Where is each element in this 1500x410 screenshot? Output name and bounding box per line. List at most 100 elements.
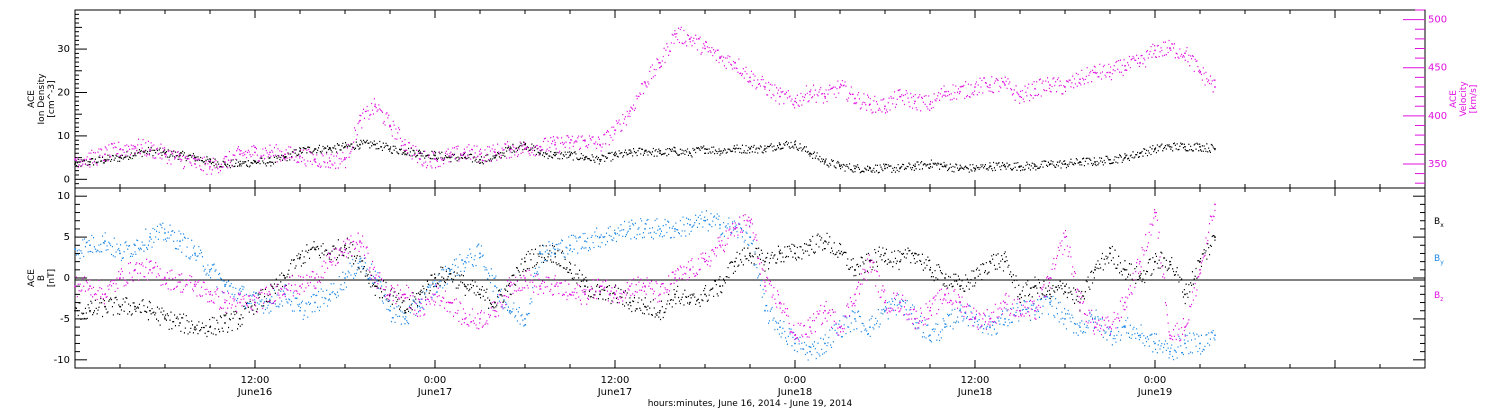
- data-point: [299, 150, 301, 152]
- data-point: [104, 240, 106, 243]
- data-point: [1019, 293, 1021, 296]
- data-point: [254, 151, 256, 154]
- data-point: [959, 301, 961, 304]
- data-point: [1079, 301, 1081, 304]
- data-point: [944, 293, 946, 296]
- data-point: [1199, 260, 1201, 263]
- data-point: [659, 62, 661, 64]
- data-point: [479, 153, 481, 156]
- data-point: [1064, 285, 1066, 288]
- data-point: [734, 228, 736, 230]
- data-point: [1139, 277, 1141, 279]
- data-point: [689, 268, 691, 271]
- data-point: [584, 139, 586, 142]
- data-point: [584, 285, 586, 288]
- data-point: [1169, 260, 1171, 263]
- data-point: [974, 318, 976, 320]
- data-point: [584, 293, 586, 296]
- velocity-tick-label: 450: [1428, 63, 1447, 74]
- data-point: [524, 143, 526, 146]
- data-point: [839, 86, 841, 88]
- data-point: [1049, 84, 1051, 86]
- data-point: [959, 309, 961, 312]
- data-point: [929, 309, 931, 312]
- data-point: [1124, 301, 1126, 304]
- data-point: [779, 301, 781, 304]
- data-point: [749, 236, 751, 238]
- legend-bz: Bz: [1434, 291, 1443, 303]
- data-point: [944, 165, 946, 168]
- data-point: [659, 293, 661, 296]
- data-point: [1214, 148, 1216, 150]
- data-point: [689, 223, 691, 226]
- data-point: [929, 334, 931, 337]
- data-point: [989, 84, 991, 86]
- data-point: [74, 158, 76, 161]
- data-point: [224, 301, 226, 304]
- data-point: [314, 248, 316, 251]
- data-point: [239, 301, 241, 304]
- data-point: [374, 277, 376, 279]
- data-point: [914, 318, 916, 320]
- data-point: [599, 143, 601, 146]
- data-point: [209, 293, 211, 296]
- data-point: [1004, 260, 1006, 263]
- data-point: [74, 248, 76, 251]
- data-point: [914, 100, 916, 103]
- data-point: [209, 165, 211, 168]
- b-tick-label: -5: [60, 314, 70, 325]
- data-point: [1109, 252, 1111, 255]
- data-point: [149, 309, 151, 312]
- data-point: [134, 268, 136, 271]
- data-point: [524, 318, 526, 320]
- data-point: [1109, 334, 1111, 337]
- data-point: [569, 293, 571, 296]
- data-point: [629, 301, 631, 304]
- data-point: [809, 152, 811, 155]
- data-point: [839, 252, 841, 255]
- data-point: [869, 167, 871, 170]
- data-point: [344, 277, 346, 279]
- series-dots: [75, 139, 1216, 174]
- data-point: [854, 97, 856, 100]
- b-label-line2: B: [37, 275, 47, 281]
- data-point: [989, 260, 991, 263]
- time-tick-label: 0:00: [1144, 375, 1166, 386]
- data-point: [854, 167, 856, 170]
- data-point: [734, 260, 736, 263]
- data-point: [434, 293, 436, 296]
- data-point: [1079, 161, 1081, 163]
- data-point: [209, 161, 211, 163]
- data-point: [959, 167, 961, 170]
- data-point: [74, 163, 76, 166]
- data-point: [1094, 326, 1096, 328]
- data-point: [809, 244, 811, 247]
- data-point: [1034, 309, 1036, 312]
- data-point: [164, 277, 166, 279]
- data-point: [704, 47, 706, 50]
- data-point: [494, 285, 496, 288]
- series-By: [74, 210, 1216, 361]
- data-point: [764, 260, 766, 263]
- data-point: [854, 268, 856, 271]
- data-point: [719, 223, 721, 226]
- data-point: [1214, 334, 1216, 337]
- data-point: [149, 236, 151, 238]
- data-point: [419, 152, 421, 155]
- b-tick-label: -10: [54, 355, 70, 366]
- data-point: [314, 277, 316, 279]
- data-point: [929, 163, 931, 166]
- data-point: [719, 57, 721, 60]
- velocity-tick-label: 350: [1428, 159, 1447, 170]
- data-point: [89, 285, 91, 288]
- data-point: [689, 37, 691, 40]
- data-point: [209, 326, 211, 328]
- data-point: [419, 158, 421, 161]
- data-point: [419, 309, 421, 312]
- data-point: [599, 285, 601, 288]
- data-point: [914, 165, 916, 168]
- data-point: [239, 318, 241, 320]
- data-point: [764, 285, 766, 288]
- time-tick-label: 12:00: [601, 375, 630, 386]
- data-point: [614, 232, 616, 234]
